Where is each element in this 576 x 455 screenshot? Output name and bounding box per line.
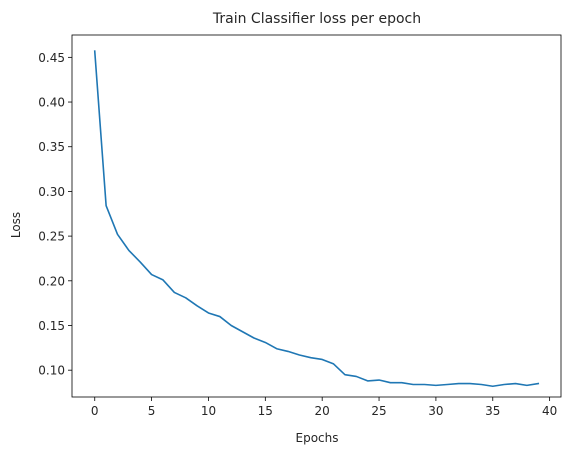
x-tick-label: 25 <box>371 404 386 418</box>
x-tick-label: 35 <box>485 404 500 418</box>
y-tick-label: 0.30 <box>38 185 65 199</box>
x-tick-label: 15 <box>258 404 273 418</box>
loss-series-line <box>93 50 540 388</box>
y-tick-label: 0.10 <box>38 364 65 378</box>
y-tick-label: 0.25 <box>38 230 65 244</box>
x-tick-label: 40 <box>542 404 557 418</box>
y-tick-label: 0.35 <box>38 140 65 154</box>
chart-title: Train Classifier loss per epoch <box>212 11 421 27</box>
y-tick-label: 0.15 <box>38 319 65 333</box>
x-axis: 0 5 10 15 20 25 30 35 40 <box>91 397 557 418</box>
x-tick-label: 20 <box>315 404 330 418</box>
x-tick-label: 0 <box>91 404 99 418</box>
x-tick-label: 5 <box>148 404 156 418</box>
y-tick-label: 0.20 <box>38 274 65 288</box>
y-axis: 0.10 0.15 0.20 0.25 0.30 0.35 0.40 0.45 <box>38 51 72 378</box>
y-tick-label: 0.40 <box>38 96 65 110</box>
y-axis-title: Loss <box>9 212 23 238</box>
plot-area <box>93 50 540 388</box>
x-axis-title: Epochs <box>296 431 339 445</box>
x-tick-label: 30 <box>428 404 443 418</box>
axes-frame <box>71 34 562 398</box>
y-tick-label: 0.45 <box>38 51 65 65</box>
x-tick-label: 10 <box>201 404 216 418</box>
